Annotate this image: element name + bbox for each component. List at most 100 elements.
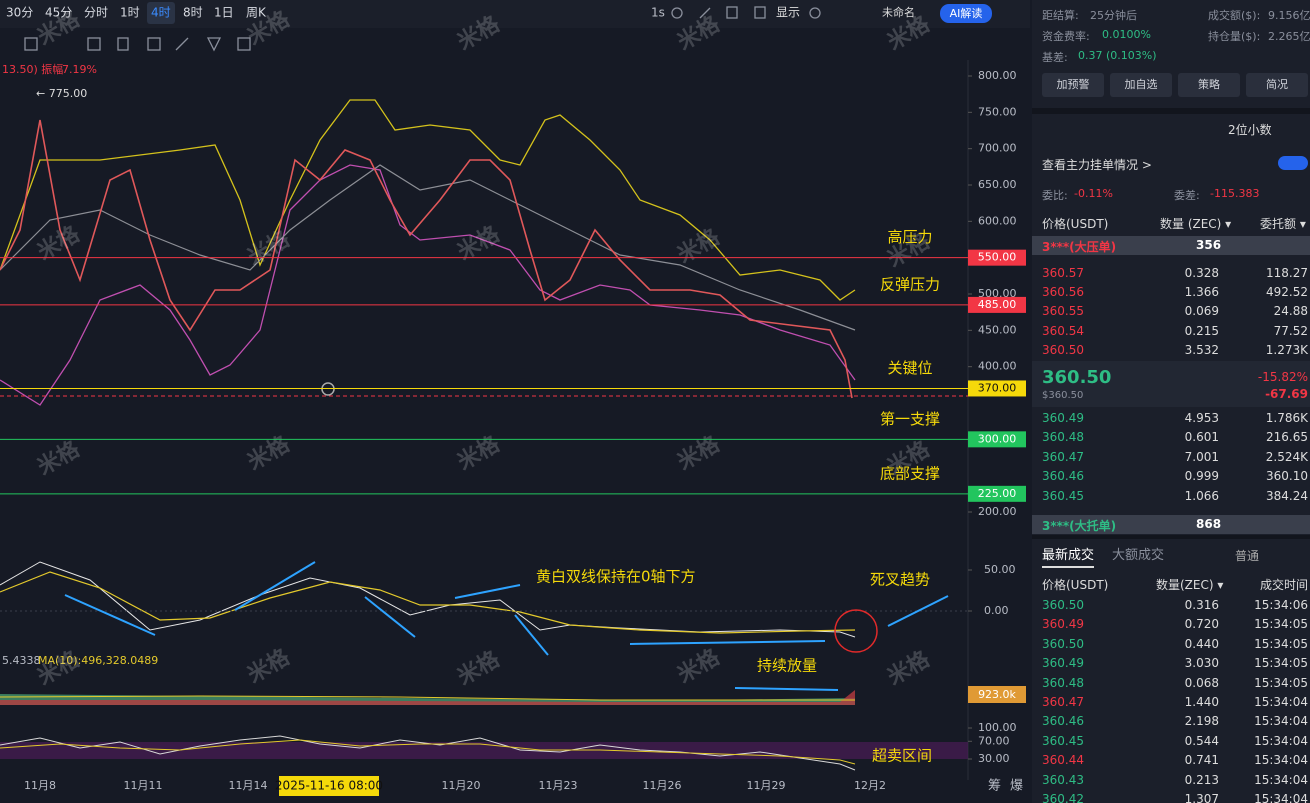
- market-field: 2.265亿: [1268, 30, 1310, 43]
- x-tick-label: 11月23: [539, 779, 578, 792]
- level-box: [968, 380, 1026, 397]
- trade-header: 数量(ZEC) ▾: [1156, 578, 1224, 592]
- annotation: 黄白双线保持在0轴下方: [536, 568, 696, 586]
- level-label: 550.00: [978, 251, 1017, 264]
- interval[interactable]: 分时: [84, 6, 108, 20]
- amount: 2.524K: [1265, 449, 1308, 464]
- volume-tick: 923.0k: [978, 688, 1016, 701]
- qty: 7.001: [1184, 449, 1219, 464]
- decimals[interactable]: 2位小数: [1228, 123, 1272, 137]
- price-path: [0, 119, 853, 399]
- rsi-tick-label: 70.00: [978, 734, 1010, 747]
- level-box: [968, 249, 1026, 266]
- amount: 216.65: [1266, 430, 1308, 445]
- button[interactable]: 加自选: [1110, 73, 1172, 97]
- annotation: 持续放量: [757, 657, 817, 675]
- last-change: -15.82%: [1257, 370, 1308, 384]
- amount: 492.52: [1266, 285, 1308, 300]
- layout[interactable]: 未命名: [882, 5, 915, 19]
- filter[interactable]: 普通: [1235, 549, 1260, 563]
- rsi-line-2: [0, 739, 856, 765]
- level-label: 300.00: [978, 432, 1017, 445]
- ratio: -0.11%: [1074, 187, 1113, 200]
- display[interactable]: 显示: [776, 6, 800, 20]
- trade-price: 360.47: [1042, 695, 1084, 709]
- price: 360.55: [1042, 304, 1084, 319]
- anchor: [321, 382, 335, 396]
- price: 360.46: [1042, 469, 1084, 484]
- button[interactable]: 策略: [1178, 73, 1240, 97]
- qty: 0.999: [1184, 469, 1219, 484]
- y-tick-label: 200.00: [978, 505, 1017, 518]
- trade-qty: 0.544: [1184, 733, 1219, 748]
- price: 360.54: [1042, 323, 1084, 338]
- last-delta: -67.69: [1265, 387, 1308, 401]
- interval[interactable]: 1时: [120, 6, 140, 20]
- amount: 118.27: [1266, 266, 1308, 280]
- level-name: 高压力: [887, 228, 932, 246]
- market-field: 成交额($):: [1208, 9, 1261, 22]
- level-name: 反弹压力: [880, 275, 940, 293]
- book-header: 委托额 ▾: [1260, 217, 1306, 231]
- level-box: [968, 296, 1026, 313]
- level-box: [968, 485, 1026, 502]
- tab[interactable]: 大额成交: [1112, 548, 1165, 563]
- interval[interactable]: 周K: [246, 6, 267, 20]
- cross-circle: [834, 609, 878, 653]
- interval[interactable]: 4时: [151, 6, 171, 20]
- trade-time: 15:34:05: [1254, 617, 1308, 632]
- ai-button[interactable]: [940, 4, 992, 23]
- market-field: 0.37 (0.103%): [1078, 49, 1157, 62]
- trade-qty: 2.198: [1184, 714, 1219, 729]
- rsi-tick-label: 100.00: [978, 721, 1017, 734]
- qty: 0.601: [1184, 430, 1219, 445]
- watermark: 米格: [673, 430, 725, 475]
- trade-time: 15:34:04: [1254, 714, 1308, 729]
- watermark: 米格: [453, 220, 505, 265]
- amount: 1.786K: [1265, 411, 1308, 425]
- speed[interactable]: 1s: [651, 6, 665, 20]
- y-tick-label: 450.00: [978, 323, 1017, 336]
- big-order-bar: [1032, 236, 1310, 255]
- high-label: ← 775.00: [36, 87, 87, 100]
- ai[interactable]: AI解读: [950, 6, 983, 20]
- last-price: 360.50: [1042, 367, 1112, 388]
- button[interactable]: 简况: [1246, 73, 1308, 97]
- price: 360.50: [1042, 342, 1084, 357]
- trade-qty: 0.440: [1184, 636, 1219, 651]
- button[interactable]: 加预警: [1042, 73, 1104, 97]
- x-tick-label: 11月20: [442, 779, 481, 792]
- panel-divider: [1032, 535, 1310, 539]
- interval[interactable]: 1日: [214, 6, 234, 20]
- qty: 0.328: [1184, 266, 1219, 280]
- trade-price: 360.44: [1042, 753, 1084, 768]
- tab[interactable]: 最新成交: [1042, 544, 1095, 568]
- qty: 0.069: [1184, 304, 1219, 319]
- level-label: 225.00: [978, 487, 1017, 500]
- volume-ma: MA(10):496,328.0489: [38, 654, 158, 667]
- volume-info: 5.4338: [2, 654, 41, 667]
- interval[interactable]: 45分: [45, 6, 72, 20]
- macd-tick-label: 0.00: [984, 604, 1009, 617]
- toggle[interactable]: [1278, 156, 1308, 170]
- diff: -115.383: [1210, 187, 1260, 200]
- trade-price: 360.42: [1042, 792, 1084, 803]
- y-tick-label: 750.00: [978, 105, 1017, 118]
- lower-band: [0, 164, 856, 406]
- main-orders[interactable]: 查看主力挂单情况 >: [1042, 158, 1152, 172]
- rsi-zone: [0, 742, 968, 759]
- arrows: [64, 561, 949, 691]
- upper-band: [0, 99, 856, 301]
- interval[interactable]: 8时: [183, 6, 203, 20]
- market-field: 9.156亿: [1268, 9, 1310, 22]
- active-interval[interactable]: [147, 2, 175, 24]
- last-usd: $360.50: [1042, 390, 1084, 401]
- price: 360.49: [1042, 411, 1084, 425]
- book-header: 价格(USDT): [1042, 217, 1109, 231]
- trade-time: 15:34:06: [1254, 598, 1308, 612]
- trade-qty: 1.307: [1184, 792, 1219, 803]
- y-tick-label: 400.00: [978, 360, 1017, 373]
- interval[interactable]: 30分: [6, 6, 33, 20]
- macd-dea: [0, 571, 856, 634]
